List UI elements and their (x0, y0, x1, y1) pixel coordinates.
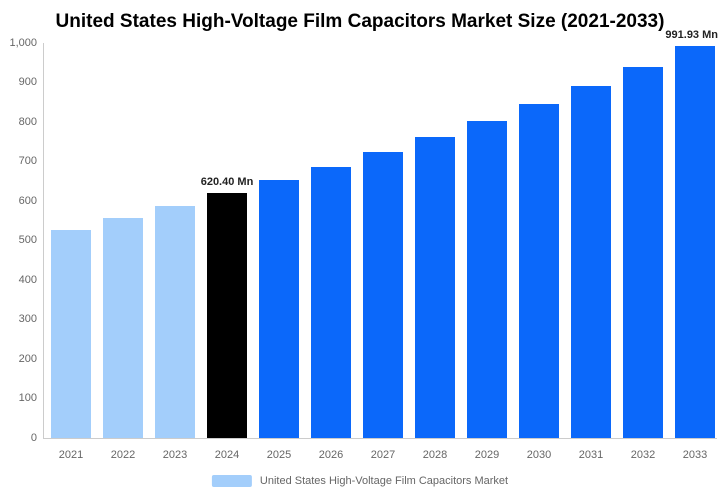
y-tick-label: 200 (18, 352, 37, 365)
plot-area (43, 43, 717, 438)
y-tick-label: 900 (18, 76, 37, 88)
x-label-2029: 2029 (474, 449, 500, 461)
x-label-2027: 2027 (370, 449, 396, 461)
x-label-2024: 2024 (214, 449, 240, 461)
bar-2031[interactable] (571, 85, 611, 438)
x-axis-line (43, 438, 717, 439)
y-tick-label: 500 (18, 234, 37, 246)
annotation-2033: 991.93 Mn (665, 29, 718, 42)
bar-2029[interactable] (467, 120, 507, 438)
x-label-2030: 2030 (526, 449, 552, 461)
y-tick-label: 100 (18, 392, 37, 404)
legend-swatch (211, 475, 252, 487)
y-tick-label: 800 (18, 115, 37, 128)
y-tick-label: 700 (18, 155, 37, 167)
y-tick-label: 0 (30, 431, 37, 444)
bar-2024[interactable] (207, 192, 247, 438)
bar-2032[interactable] (623, 66, 663, 438)
x-label-2023: 2023 (162, 449, 188, 461)
y-tick-label: 300 (18, 313, 37, 325)
x-label-2031: 2031 (578, 449, 604, 461)
y-tick-label: 400 (18, 273, 37, 286)
bar-2025[interactable] (259, 180, 299, 438)
legend-label: United States High-Voltage Film Capacito… (259, 475, 509, 487)
bar-2028[interactable] (415, 137, 455, 438)
y-tick-label: 600 (18, 194, 37, 207)
x-label-2021: 2021 (58, 449, 84, 461)
x-label-2028: 2028 (422, 449, 448, 461)
bar-2027[interactable] (363, 152, 403, 438)
x-label-2022: 2022 (110, 449, 136, 461)
y-axis-line (43, 43, 44, 438)
legend-item[interactable]: United States High-Voltage Film Capacito… (211, 475, 509, 487)
x-label-2033: 2033 (682, 449, 708, 461)
bar-2030[interactable] (519, 103, 559, 438)
bar-2026[interactable] (311, 166, 351, 438)
x-label-2032: 2032 (630, 449, 656, 461)
bar-2022[interactable] (103, 218, 143, 438)
bar-2023[interactable] (155, 205, 195, 438)
x-label-2026: 2026 (318, 449, 344, 461)
y-tick-label: 1,000 (9, 36, 37, 49)
chart-title: United States High-Voltage Film Capacito… (55, 11, 665, 32)
bar-2021[interactable] (51, 229, 91, 438)
bar-2033[interactable] (675, 46, 715, 438)
x-label-2025: 2025 (266, 449, 292, 461)
annotation-2024: 620.40 Mn (200, 175, 254, 188)
